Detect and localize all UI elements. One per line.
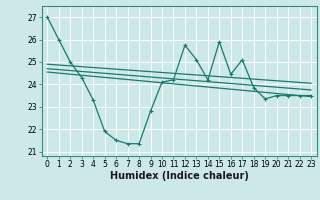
X-axis label: Humidex (Indice chaleur): Humidex (Indice chaleur) (110, 171, 249, 181)
